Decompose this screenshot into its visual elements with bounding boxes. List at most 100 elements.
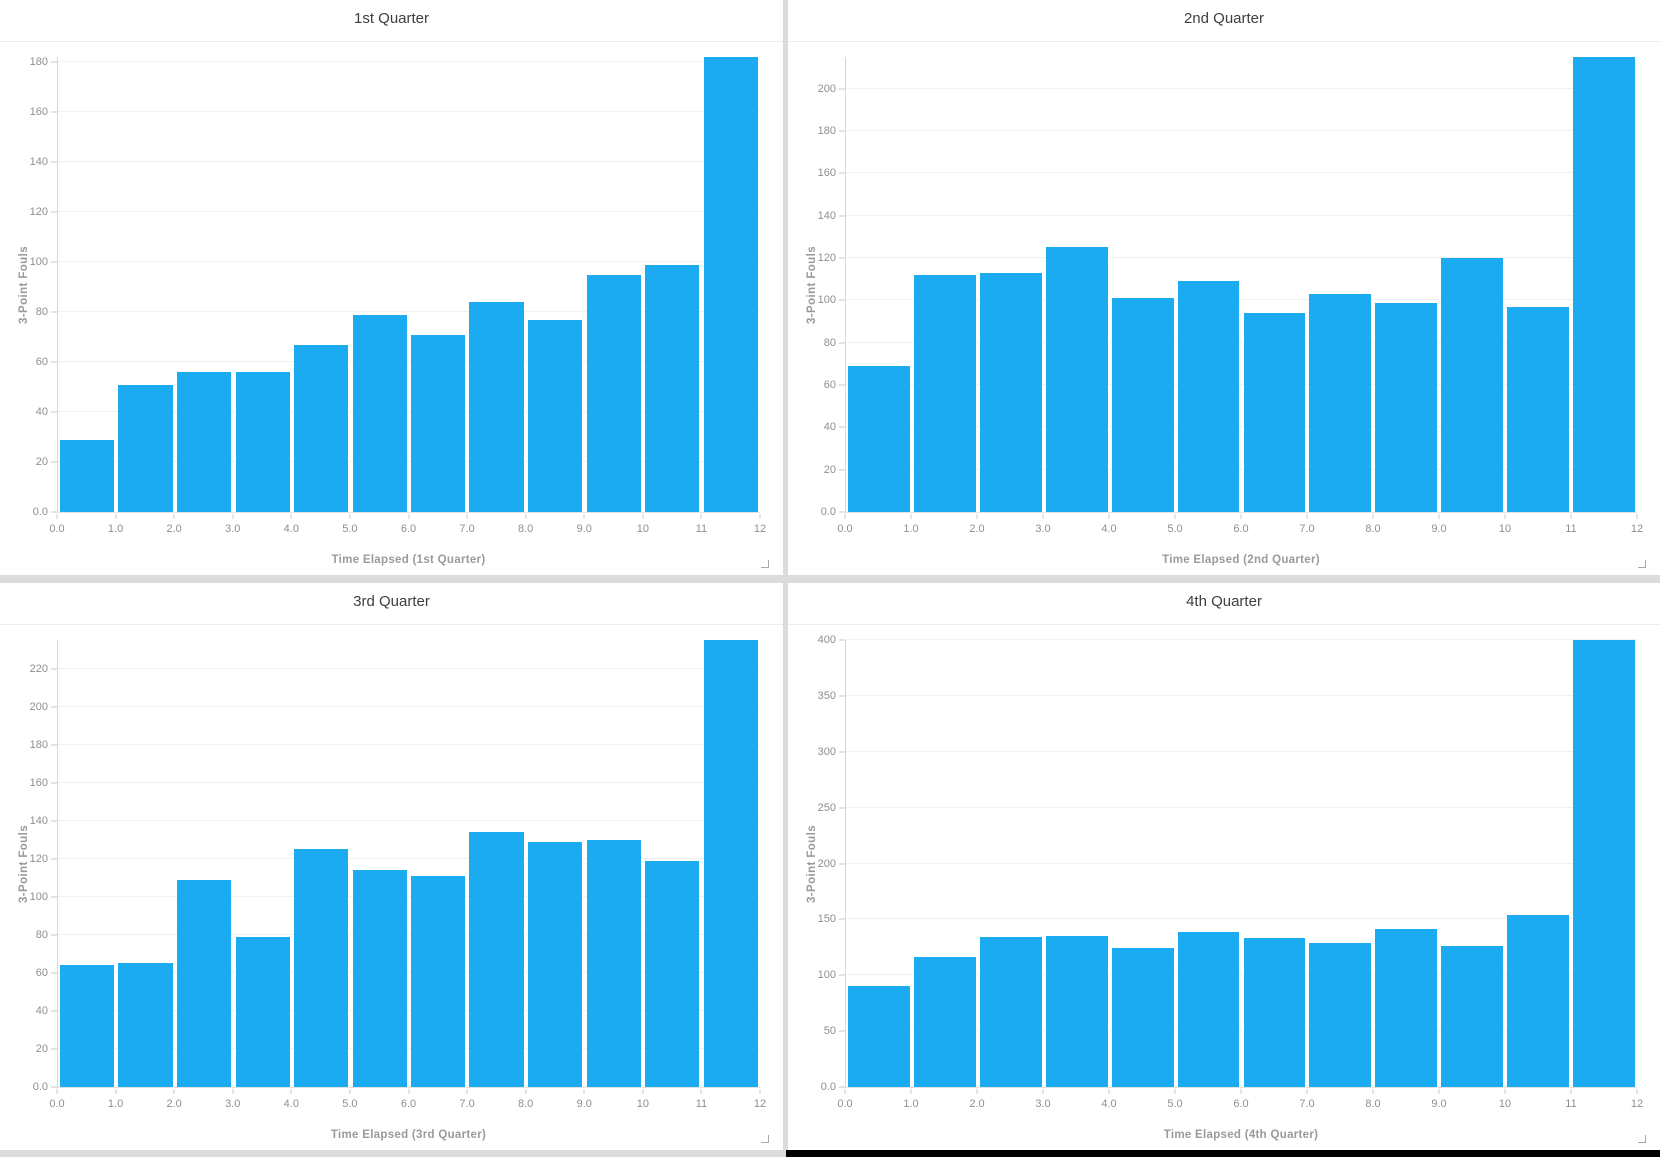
x-tick-label: 0.0	[837, 1098, 853, 1110]
x-tick-label: 6.0	[400, 1098, 417, 1110]
histogram-bar[interactable]	[118, 384, 173, 512]
x-tick-mark	[232, 514, 234, 519]
histogram-bar[interactable]	[979, 937, 1042, 1087]
y-tick-mark	[839, 172, 845, 174]
x-tick-label: 10	[1498, 1098, 1512, 1110]
y-tick-label: 150	[817, 913, 836, 926]
histogram-bar[interactable]	[293, 344, 349, 512]
histogram-bar[interactable]	[1309, 942, 1372, 1087]
chart-panel-2nd-quarter: 2nd Quarter 3-Point Fouls 0.0 20 40 60 80 100…	[788, 0, 1660, 575]
x-axis-ticks: 0.0 1.0 2.0 3.0 4.0 5.0 6.0 7.0 8.0 9.0 10 11 12	[837, 514, 1643, 537]
x-tick-mark	[349, 1089, 351, 1094]
gridline	[58, 705, 760, 707]
gridline	[846, 384, 1637, 386]
histogram-bar[interactable]	[586, 274, 641, 512]
histogram-bar[interactable]	[703, 57, 758, 512]
x-tick-mark	[1372, 1089, 1374, 1094]
y-tick-label: 0.0	[820, 1081, 836, 1093]
gridline	[846, 750, 1637, 752]
histogram-bar[interactable]	[586, 839, 641, 1087]
gridline	[846, 1030, 1637, 1032]
histogram-bar[interactable]	[1375, 929, 1438, 1087]
histogram-bar[interactable]	[1177, 281, 1240, 512]
histogram-bar[interactable]	[913, 957, 976, 1087]
y-tick-label: 50	[823, 1025, 836, 1038]
histogram-bar[interactable]	[703, 640, 758, 1087]
histogram-bar[interactable]	[848, 365, 910, 512]
x-tick-mark	[173, 1089, 175, 1094]
x-tick-mark	[1042, 1089, 1044, 1094]
histogram-bar[interactable]	[1441, 946, 1504, 1087]
x-tick-mark	[115, 1089, 117, 1094]
histogram-bar[interactable]	[1441, 258, 1504, 512]
resize-corner-icon[interactable]	[761, 1135, 769, 1143]
y-tick-label: 160	[29, 106, 48, 119]
histogram-bar[interactable]	[235, 936, 290, 1087]
x-tick-label: 5.0	[342, 523, 358, 535]
histogram-bar[interactable]	[848, 986, 910, 1087]
x-tick-label: 0.0	[49, 523, 65, 535]
histogram-bar[interactable]	[411, 334, 466, 512]
histogram-bar[interactable]	[1243, 313, 1306, 512]
histogram-bar[interactable]	[1111, 948, 1174, 1087]
y-tick-mark	[51, 311, 57, 313]
histogram-bar[interactable]	[235, 372, 290, 512]
histogram-bar[interactable]	[60, 965, 115, 1087]
histogram-bar[interactable]	[60, 439, 115, 512]
x-axis-title: Time Elapsed (4th Quarter)	[1163, 1129, 1319, 1141]
histogram-bar[interactable]	[979, 272, 1042, 512]
histogram-bar[interactable]	[469, 302, 524, 512]
x-tick-mark	[1570, 1089, 1572, 1094]
y-tick-label: 120	[29, 206, 48, 219]
x-tick-label: 2.0	[166, 523, 182, 535]
histogram-bar[interactable]	[1177, 931, 1240, 1087]
histogram-bar[interactable]	[1573, 640, 1635, 1087]
histogram-bar[interactable]	[177, 372, 232, 512]
x-tick-mark	[1174, 1089, 1176, 1094]
histogram-bar[interactable]	[1309, 294, 1372, 512]
histogram-bar[interactable]	[644, 860, 700, 1087]
resize-corner-icon[interactable]	[1638, 560, 1646, 568]
x-tick-mark	[700, 1089, 702, 1094]
x-tick-label: 4.0	[283, 523, 299, 535]
histogram-bar[interactable]	[352, 314, 407, 512]
resize-corner-icon[interactable]	[761, 560, 769, 568]
x-tick-label: 10	[636, 523, 649, 535]
histogram-bar[interactable]	[469, 832, 524, 1087]
histogram-bar[interactable]	[1111, 298, 1174, 512]
histogram-bar[interactable]	[1045, 247, 1108, 512]
histogram-bar[interactable]	[177, 879, 232, 1087]
histogram-bar[interactable]	[528, 841, 583, 1087]
histogram-bar[interactable]	[528, 319, 583, 512]
x-tick-mark	[1372, 514, 1374, 519]
y-tick-mark	[51, 261, 57, 263]
histogram-bar[interactable]	[1507, 306, 1570, 512]
x-tick-label: 5.0	[1167, 523, 1183, 535]
y-tick-label: 60	[35, 356, 48, 369]
y-tick-mark	[51, 972, 57, 974]
y-tick-label: 220	[29, 662, 48, 675]
histogram-bar[interactable]	[644, 264, 700, 512]
histogram-bar[interactable]	[1045, 936, 1108, 1087]
histogram-bar[interactable]	[1243, 938, 1306, 1087]
x-tick-label: 5.0	[342, 1098, 358, 1110]
x-tick-mark	[583, 514, 585, 519]
histogram-bar[interactable]	[913, 274, 976, 512]
y-tick-mark	[51, 211, 57, 213]
x-tick-mark	[173, 514, 175, 519]
resize-corner-icon[interactable]	[1638, 1135, 1646, 1143]
histogram-bar[interactable]	[1507, 914, 1570, 1087]
gridline	[58, 161, 760, 163]
y-tick-label: 100	[29, 256, 48, 269]
histogram-bar[interactable]	[352, 870, 407, 1087]
gridline	[58, 361, 760, 363]
histogram-bar[interactable]	[411, 875, 466, 1087]
histogram-bar[interactable]	[118, 963, 173, 1087]
chart-title: 1st Quarter	[353, 10, 430, 27]
x-tick-label: 7.0	[459, 1098, 475, 1110]
histogram-bar[interactable]	[1573, 57, 1635, 512]
histogram-bar[interactable]	[293, 849, 349, 1087]
x-tick-mark	[1306, 514, 1308, 519]
y-tick-label: 400	[817, 634, 836, 646]
histogram-bar[interactable]	[1375, 302, 1438, 512]
